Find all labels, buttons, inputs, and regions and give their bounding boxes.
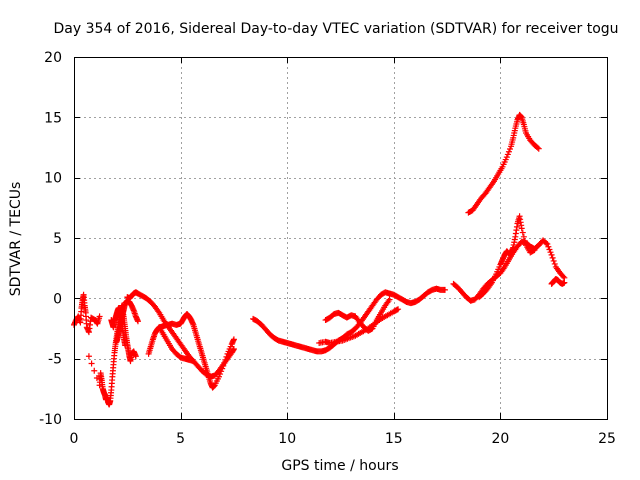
y-tick-label: 15 [44, 110, 62, 126]
data-point [221, 359, 228, 366]
x-tick-label: 20 [491, 431, 509, 447]
axis-ticks: 0 5 10 15 20 25 -10 -5 0 5 10 15 20 [39, 50, 616, 447]
data-point [546, 246, 553, 253]
data-point [504, 151, 511, 158]
grid-layer [74, 57, 607, 419]
y-tick-label: 20 [44, 50, 62, 66]
data-point [96, 313, 103, 320]
data-point [530, 247, 537, 254]
data-point [88, 360, 95, 367]
data-point [506, 146, 513, 153]
chart-title: Day 354 of 2016, Sidereal Day-to-day VTE… [53, 21, 618, 37]
data-point [547, 249, 554, 256]
data-points [71, 111, 568, 408]
y-tick-label: -10 [39, 412, 62, 428]
data-point [543, 240, 550, 247]
data-point [91, 367, 98, 374]
data-point [219, 365, 226, 372]
y-tick-label: 10 [44, 171, 62, 187]
data-point [223, 353, 230, 360]
data-point [222, 356, 229, 363]
x-tick-label: 10 [278, 431, 296, 447]
data-point [393, 306, 400, 313]
data-point [551, 260, 558, 267]
data-point [503, 154, 510, 161]
x-tick-label: 25 [598, 431, 616, 447]
data-point [519, 229, 526, 236]
data-point [550, 257, 557, 264]
data-point [505, 148, 512, 155]
data-point [534, 144, 541, 151]
data-point [218, 368, 225, 375]
data-point [85, 353, 92, 360]
x-tick-label: 15 [385, 431, 403, 447]
data-point [93, 374, 100, 381]
data-point [215, 373, 222, 380]
data-point [544, 241, 551, 248]
data-point [441, 286, 448, 293]
data-point [549, 254, 556, 261]
x-axis-label: GPS time / hours [281, 458, 398, 474]
data-point [548, 251, 555, 258]
data-point [518, 225, 525, 232]
data-point [122, 342, 129, 349]
data-point [545, 243, 552, 250]
data-point [134, 318, 141, 325]
data-point [386, 296, 393, 303]
data-point [217, 371, 224, 378]
y-tick-label: 0 [53, 291, 62, 307]
data-point [560, 273, 567, 280]
data-point [132, 353, 139, 360]
data-point [230, 336, 237, 343]
y-axis-label: SDTVAR / TECUs [8, 182, 24, 297]
x-tick-label: 0 [70, 431, 79, 447]
y-tick-label: -5 [48, 352, 62, 368]
data-point [535, 145, 542, 152]
data-point [220, 362, 227, 369]
y-tick-label: 5 [53, 231, 62, 247]
data-point [521, 238, 528, 245]
data-point [561, 279, 568, 286]
data-point [190, 358, 197, 365]
x-tick-label: 5 [176, 431, 185, 447]
data-point [520, 233, 527, 240]
data-point [395, 306, 402, 313]
data-point [531, 247, 538, 254]
